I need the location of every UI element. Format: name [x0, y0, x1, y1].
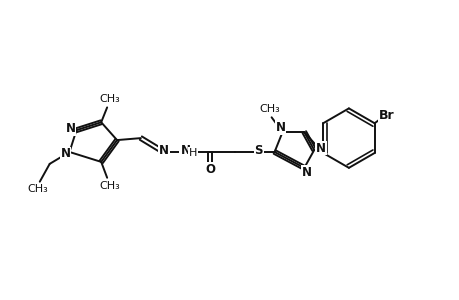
- Text: CH₃: CH₃: [100, 181, 120, 191]
- Text: N: N: [302, 166, 312, 179]
- Text: H: H: [189, 148, 197, 158]
- Text: N: N: [158, 145, 168, 158]
- Text: CH₃: CH₃: [28, 184, 48, 194]
- Text: N: N: [180, 145, 190, 158]
- Text: CH₃: CH₃: [100, 94, 120, 104]
- Text: CH₃: CH₃: [259, 104, 280, 114]
- Text: S: S: [254, 145, 263, 158]
- Text: N: N: [275, 121, 285, 134]
- Text: O: O: [205, 163, 215, 176]
- Text: N: N: [315, 142, 325, 154]
- Text: Br: Br: [378, 109, 393, 122]
- Text: N: N: [65, 122, 75, 135]
- Text: N: N: [61, 148, 70, 160]
